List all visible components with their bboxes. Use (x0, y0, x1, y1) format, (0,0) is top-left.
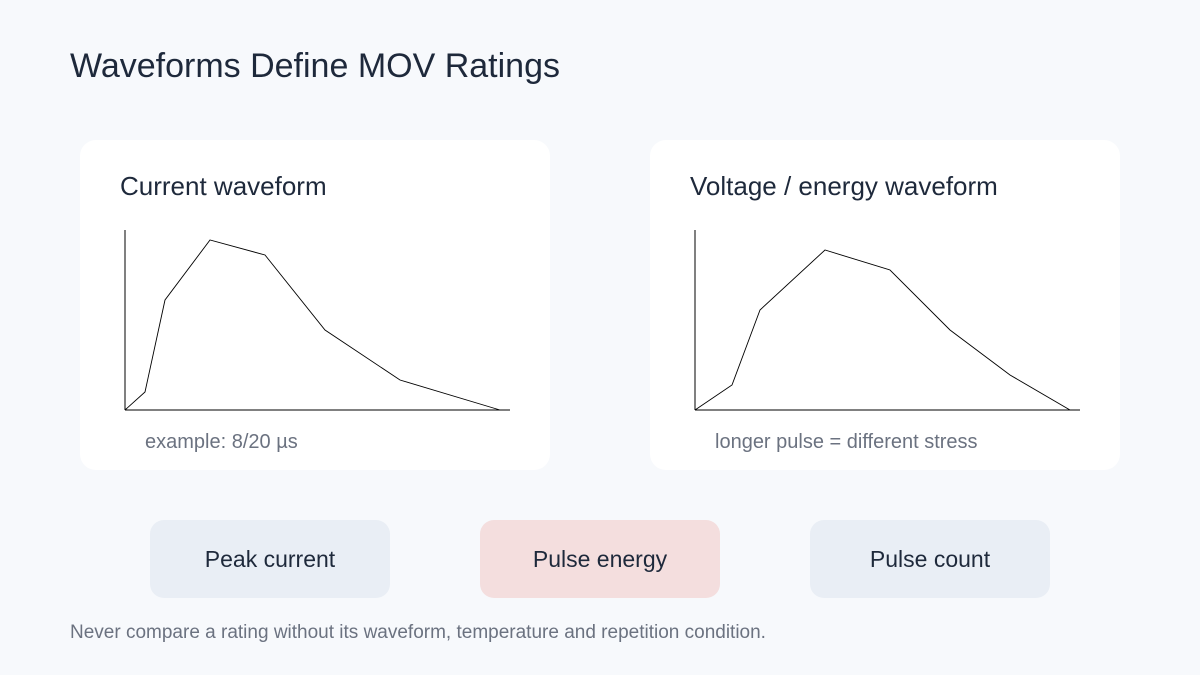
voltage-energy-waveform-plot (694, 230, 1080, 411)
current-waveform-panel: Current waveform example: 8/20 µs (80, 140, 550, 470)
voltage-energy-waveform-panel: Voltage / energy waveform longer pulse =… (650, 140, 1120, 470)
panel-caption: longer pulse = different stress (715, 431, 978, 453)
peak-current-chip: Peak current (150, 520, 390, 598)
footer-note: Never compare a rating without its wavef… (70, 622, 766, 643)
pulse-count-chip: Pulse count (810, 520, 1050, 598)
panel-title: Current waveform (120, 171, 327, 201)
waveform-curve (694, 249, 1071, 411)
waveform-curve (124, 239, 501, 411)
slide-title: Waveforms Define MOV Ratings (70, 47, 560, 85)
panel-title: Voltage / energy waveform (690, 171, 998, 201)
current-waveform-plot (124, 230, 510, 411)
panel-caption: example: 8/20 µs (145, 431, 298, 453)
pulse-energy-chip: Pulse energy (480, 520, 720, 598)
